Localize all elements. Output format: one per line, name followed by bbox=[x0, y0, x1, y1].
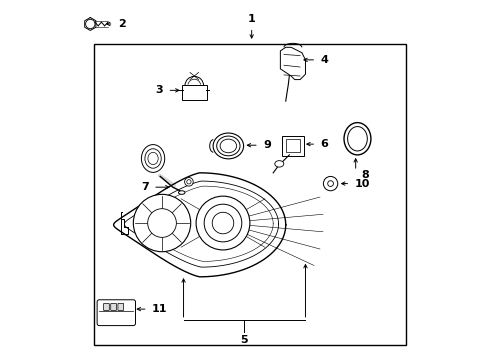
Ellipse shape bbox=[213, 133, 243, 159]
Circle shape bbox=[327, 181, 333, 186]
Text: 9: 9 bbox=[263, 140, 270, 150]
Circle shape bbox=[133, 194, 190, 252]
Text: 5: 5 bbox=[240, 334, 248, 345]
Circle shape bbox=[203, 204, 241, 242]
FancyBboxPatch shape bbox=[103, 303, 109, 311]
FancyBboxPatch shape bbox=[285, 139, 300, 152]
Circle shape bbox=[184, 177, 193, 186]
Ellipse shape bbox=[344, 123, 370, 155]
Circle shape bbox=[196, 196, 249, 250]
Circle shape bbox=[212, 212, 233, 234]
FancyBboxPatch shape bbox=[281, 136, 304, 156]
Text: 3: 3 bbox=[155, 85, 163, 95]
FancyBboxPatch shape bbox=[94, 44, 405, 345]
Text: 4: 4 bbox=[320, 55, 328, 65]
Text: 1: 1 bbox=[247, 14, 255, 24]
Ellipse shape bbox=[144, 149, 161, 168]
FancyBboxPatch shape bbox=[118, 303, 123, 311]
Circle shape bbox=[85, 19, 95, 29]
Circle shape bbox=[186, 180, 191, 184]
FancyBboxPatch shape bbox=[182, 85, 206, 100]
Ellipse shape bbox=[347, 127, 366, 151]
FancyBboxPatch shape bbox=[110, 303, 116, 311]
Ellipse shape bbox=[216, 136, 240, 156]
Text: 6: 6 bbox=[320, 139, 328, 149]
Ellipse shape bbox=[178, 191, 184, 194]
Text: 11: 11 bbox=[152, 304, 167, 314]
Ellipse shape bbox=[274, 161, 283, 167]
Circle shape bbox=[323, 176, 337, 191]
Polygon shape bbox=[280, 47, 305, 80]
Ellipse shape bbox=[141, 145, 164, 172]
Ellipse shape bbox=[220, 139, 236, 153]
Text: 2: 2 bbox=[118, 19, 125, 29]
Ellipse shape bbox=[148, 152, 158, 165]
Text: 10: 10 bbox=[354, 179, 369, 189]
Text: 7: 7 bbox=[141, 182, 148, 192]
FancyBboxPatch shape bbox=[97, 300, 135, 325]
Text: 8: 8 bbox=[360, 170, 368, 180]
Circle shape bbox=[147, 209, 176, 237]
